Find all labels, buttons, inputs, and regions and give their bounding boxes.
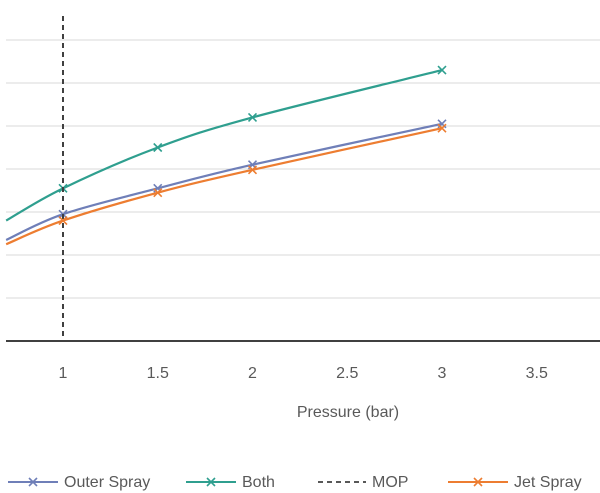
- x-tick-label: 1: [59, 365, 68, 382]
- legend-label-mop: MOP: [372, 474, 408, 491]
- x-tick-label: 2.5: [336, 365, 358, 382]
- legend-label-outer-spray: Outer Spray: [64, 474, 150, 491]
- series-line-jet-spray: [5, 127, 443, 246]
- series-line-outer-spray: [5, 122, 443, 241]
- data-point-jet-spray: [247, 165, 258, 175]
- x-tick-label: 1.5: [147, 365, 169, 382]
- x-axis-title: Pressure (bar): [297, 404, 399, 421]
- legend-marker-jet-spray: [473, 477, 483, 487]
- data-point-both: [153, 142, 163, 153]
- x-tick-label: 3: [438, 365, 447, 382]
- legend-marker-outer-spray: [28, 477, 38, 487]
- x-tick-label: 3.5: [526, 365, 548, 382]
- data-point-jet-spray: [153, 188, 163, 198]
- x-tick-label: 2: [248, 365, 257, 382]
- data-point-jet-spray: [437, 123, 447, 133]
- data-point-both: [437, 65, 447, 75]
- legend-label-jet-spray: Jet Spray: [514, 474, 582, 491]
- legend-marker-both: [206, 477, 216, 487]
- data-point-both: [247, 112, 258, 122]
- data-point-jet-spray: [58, 216, 68, 226]
- series-line-both: [5, 69, 443, 222]
- legend-label-both: Both: [242, 474, 275, 491]
